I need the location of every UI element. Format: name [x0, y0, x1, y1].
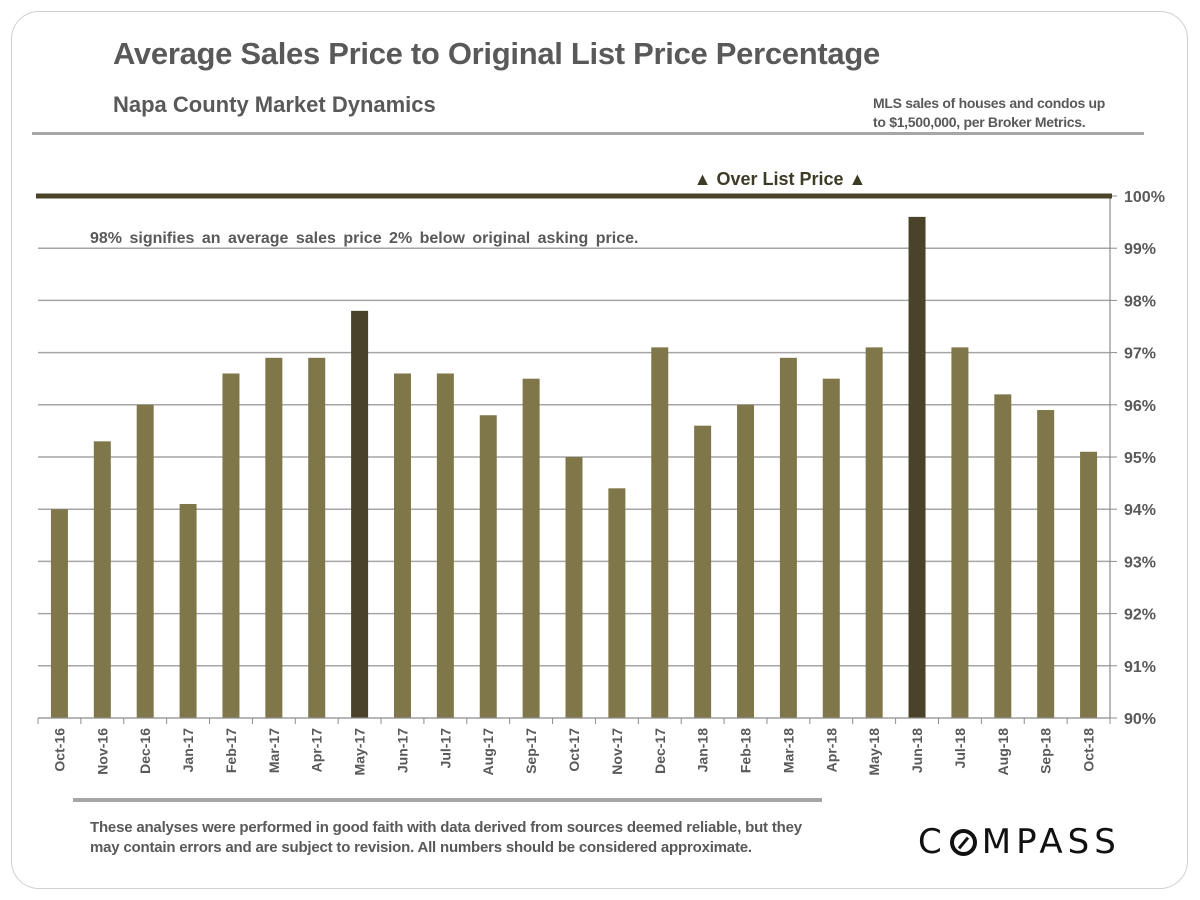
chart-title: Average Sales Price to Original List Pri… — [113, 36, 880, 71]
source-note: MLS sales of houses and condos up to $1,… — [873, 94, 1163, 132]
over-list-price-label: ▲ Over List Price ▲ — [694, 169, 867, 189]
y-tick-label: 99% — [1124, 241, 1156, 258]
slide-frame — [11, 11, 1188, 889]
x-tick-label: Aug-18 — [995, 728, 1011, 776]
bar — [136, 404, 154, 718]
x-tick-label: Apr-17 — [309, 728, 325, 773]
x-tick-label: Dec-17 — [652, 728, 668, 774]
bar — [179, 503, 197, 718]
bar — [479, 415, 497, 718]
x-tick-label: Nov-16 — [94, 728, 110, 775]
y-tick-label: 95% — [1124, 450, 1156, 467]
x-tick-label: Nov-17 — [609, 728, 625, 775]
chart-subtitle: Napa County Market Dynamics — [113, 92, 436, 117]
bar — [308, 357, 326, 718]
bar — [222, 373, 240, 718]
x-tick-label: May-18 — [866, 728, 882, 776]
bar — [351, 310, 369, 718]
bar — [651, 347, 669, 718]
x-tick-label: Oct-17 — [566, 728, 582, 772]
bar — [1037, 410, 1055, 718]
x-tick-label: Apr-18 — [823, 728, 839, 773]
bar — [779, 357, 797, 718]
bar — [822, 378, 840, 718]
x-tick-label: Jun-18 — [909, 728, 925, 773]
logo-text-start: C — [918, 822, 947, 862]
y-tick-label: 91% — [1124, 659, 1156, 676]
y-tick-label: 100% — [1124, 189, 1165, 206]
x-tick-label: Jan-17 — [180, 728, 196, 773]
bar — [608, 488, 626, 718]
bar — [393, 373, 411, 718]
bars — [50, 216, 1098, 718]
source-note-line-1: MLS sales of houses and condos up — [873, 95, 1106, 111]
x-tick-label: Mar-18 — [780, 728, 796, 773]
x-tick-label: Feb-17 — [223, 728, 239, 773]
y-tick-label: 90% — [1124, 711, 1156, 728]
compass-o-icon — [949, 828, 977, 856]
x-tick-label: Dec-16 — [137, 728, 153, 774]
x-tick-label: Jan-18 — [695, 728, 711, 773]
bar — [951, 347, 969, 718]
x-tick-label: Oct-18 — [1081, 728, 1097, 772]
bar — [865, 347, 883, 718]
x-tick-label: May-17 — [352, 728, 368, 776]
x-tick-label: Mar-17 — [266, 728, 282, 773]
disclaimer-text: These analyses were performed in good fa… — [90, 819, 802, 856]
x-tick-label: Aug-17 — [480, 728, 496, 776]
x-tick-label: Jul-18 — [952, 728, 968, 769]
x-tick-label: Feb-18 — [738, 728, 754, 773]
source-note-line-2: to $1,500,000, per Broker Metrics. — [873, 114, 1086, 130]
bar — [737, 404, 755, 718]
logo-text-end: MPASS — [981, 822, 1121, 862]
x-tick-label: Sep-17 — [523, 728, 539, 774]
header-divider — [32, 132, 1144, 135]
bar — [565, 457, 583, 718]
y-tick-label: 96% — [1124, 398, 1156, 415]
bar — [265, 357, 283, 718]
bar — [436, 373, 454, 718]
x-tick-label: Jul-17 — [437, 728, 453, 769]
compass-logo: C MPASS — [918, 822, 1121, 862]
bar — [50, 509, 68, 718]
bar — [908, 216, 926, 718]
x-tick-label: Oct-16 — [51, 728, 67, 772]
bar — [522, 378, 540, 718]
bar — [994, 394, 1012, 718]
y-tick-label: 97% — [1124, 346, 1156, 363]
y-tick-label: 93% — [1124, 554, 1156, 571]
y-tick-label: 98% — [1124, 293, 1156, 310]
axes: 90% 91% 92% 93% 94% 95% 96% 97% 98% 99% 100% Oct-16… — [36, 189, 1165, 775]
footer-divider — [73, 798, 822, 802]
chart-annotation: 98% signifies an average sales price 2% … — [90, 230, 638, 247]
bar — [694, 425, 712, 718]
y-tick-label: 94% — [1124, 502, 1156, 519]
x-tick-label: Jun-17 — [394, 728, 410, 773]
x-tick-label: Sep-18 — [1038, 728, 1054, 774]
y-tick-label: 92% — [1124, 607, 1156, 624]
bar — [1080, 451, 1098, 718]
bar — [93, 441, 111, 718]
